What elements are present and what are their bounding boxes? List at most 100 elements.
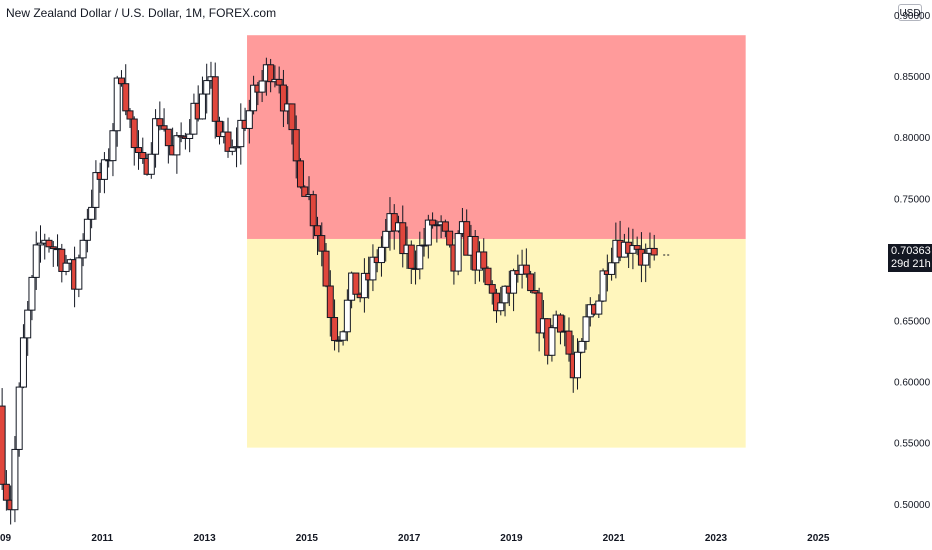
candle-body[interactable] <box>578 340 586 353</box>
candle-body[interactable] <box>177 135 185 138</box>
lower-zone-rect[interactable] <box>247 238 746 448</box>
candle-body[interactable] <box>399 222 407 255</box>
candle-body[interactable] <box>352 272 360 295</box>
candle-body[interactable] <box>233 146 241 149</box>
upper-zone-rect[interactable] <box>247 35 746 239</box>
candle-body[interactable] <box>75 257 83 290</box>
candle-body[interactable] <box>608 262 616 275</box>
candle-body[interactable] <box>24 309 32 339</box>
candle-body[interactable] <box>130 118 138 149</box>
candle-body[interactable] <box>573 351 581 379</box>
candle-body[interactable] <box>510 270 518 294</box>
candle-body[interactable] <box>595 300 603 315</box>
currency-button[interactable]: USD <box>898 4 922 21</box>
candle-body[interactable] <box>454 233 462 272</box>
candle-body[interactable] <box>164 128 172 147</box>
candle-body[interactable] <box>501 285 509 304</box>
candle-body[interactable] <box>565 330 573 355</box>
candle-body[interactable] <box>135 147 143 154</box>
candle-body[interactable] <box>441 221 449 232</box>
candle-body[interactable] <box>45 239 53 248</box>
candle-body[interactable] <box>139 152 147 160</box>
candle-body[interactable] <box>126 110 134 120</box>
candle-body[interactable] <box>203 80 211 95</box>
candle-body[interactable] <box>633 245 641 250</box>
candle-body[interactable] <box>318 235 326 252</box>
candle-body[interactable] <box>117 77 125 85</box>
candle-body[interactable] <box>314 225 322 237</box>
candle-body[interactable] <box>599 270 607 302</box>
candle-body[interactable] <box>382 230 390 248</box>
candle-body[interactable] <box>369 256 377 281</box>
candle-body[interactable] <box>267 64 275 83</box>
candle-body[interactable] <box>642 252 650 266</box>
candle-body[interactable] <box>58 248 66 272</box>
candle-body[interactable] <box>258 80 266 93</box>
candle-body[interactable] <box>480 251 488 269</box>
candle-body[interactable] <box>83 218 91 241</box>
candle-body[interactable] <box>531 290 539 294</box>
candle-body[interactable] <box>343 299 351 333</box>
candle-body[interactable] <box>279 84 287 112</box>
candle-body[interactable] <box>215 120 223 138</box>
candle-body[interactable] <box>173 135 181 156</box>
candle-body[interactable] <box>245 110 253 129</box>
candle-body[interactable] <box>198 93 206 120</box>
candle-body[interactable] <box>301 186 309 197</box>
candle-body[interactable] <box>2 483 10 501</box>
candle-body[interactable] <box>322 250 330 287</box>
candle-body[interactable] <box>556 314 564 333</box>
candle-body[interactable] <box>100 159 108 180</box>
candle-body[interactable] <box>228 147 236 152</box>
candle-body[interactable] <box>484 267 492 286</box>
candle-body[interactable] <box>292 129 300 162</box>
candle-body[interactable] <box>79 239 87 259</box>
candle-body[interactable] <box>92 172 100 208</box>
candle-body[interactable] <box>122 83 130 112</box>
candle-body[interactable] <box>535 292 543 334</box>
candle-body[interactable] <box>113 77 121 132</box>
candle-body[interactable] <box>36 242 44 246</box>
candle-body[interactable] <box>360 272 368 299</box>
candle-body[interactable] <box>62 262 70 272</box>
candle-body[interactable] <box>446 230 454 246</box>
candle-body[interactable] <box>28 276 36 311</box>
candle-body[interactable] <box>650 247 658 256</box>
candle-body[interactable] <box>224 131 232 152</box>
candle-body[interactable] <box>309 194 317 227</box>
candle-body[interactable] <box>407 244 415 269</box>
candle-body[interactable] <box>186 133 194 139</box>
candle-body[interactable] <box>211 76 219 122</box>
candle-body[interactable] <box>331 317 339 342</box>
candle-body[interactable] <box>296 160 304 188</box>
candle-body[interactable] <box>88 206 96 220</box>
candle-body[interactable] <box>497 302 505 312</box>
candle-body[interactable] <box>160 125 168 130</box>
candle-body[interactable] <box>32 244 40 278</box>
candle-body[interactable] <box>377 246 385 264</box>
candle-body[interactable] <box>522 264 530 275</box>
candle-body[interactable] <box>152 118 160 155</box>
candle-body[interactable] <box>147 153 155 175</box>
candle-body[interactable] <box>19 337 27 388</box>
candle-body[interactable] <box>156 118 164 127</box>
candle-body[interactable] <box>548 327 556 356</box>
candle-body[interactable] <box>493 292 501 312</box>
candle-body[interactable] <box>49 246 57 250</box>
candle-body[interactable] <box>424 219 432 246</box>
candle-body[interactable] <box>275 78 283 86</box>
candle-body[interactable] <box>0 405 6 485</box>
candle-body[interactable] <box>109 130 117 162</box>
candle-body[interactable] <box>488 284 496 294</box>
candle-body[interactable] <box>288 103 296 131</box>
candle-body[interactable] <box>11 448 19 511</box>
candle-body[interactable] <box>582 316 590 342</box>
candle-body[interactable] <box>416 245 424 270</box>
candle-body[interactable] <box>429 219 437 226</box>
candle-body[interactable] <box>326 285 334 319</box>
candle-body[interactable] <box>250 84 258 112</box>
candle-body[interactable] <box>335 339 343 342</box>
candle-body[interactable] <box>339 331 347 341</box>
candle-body[interactable] <box>15 386 23 450</box>
